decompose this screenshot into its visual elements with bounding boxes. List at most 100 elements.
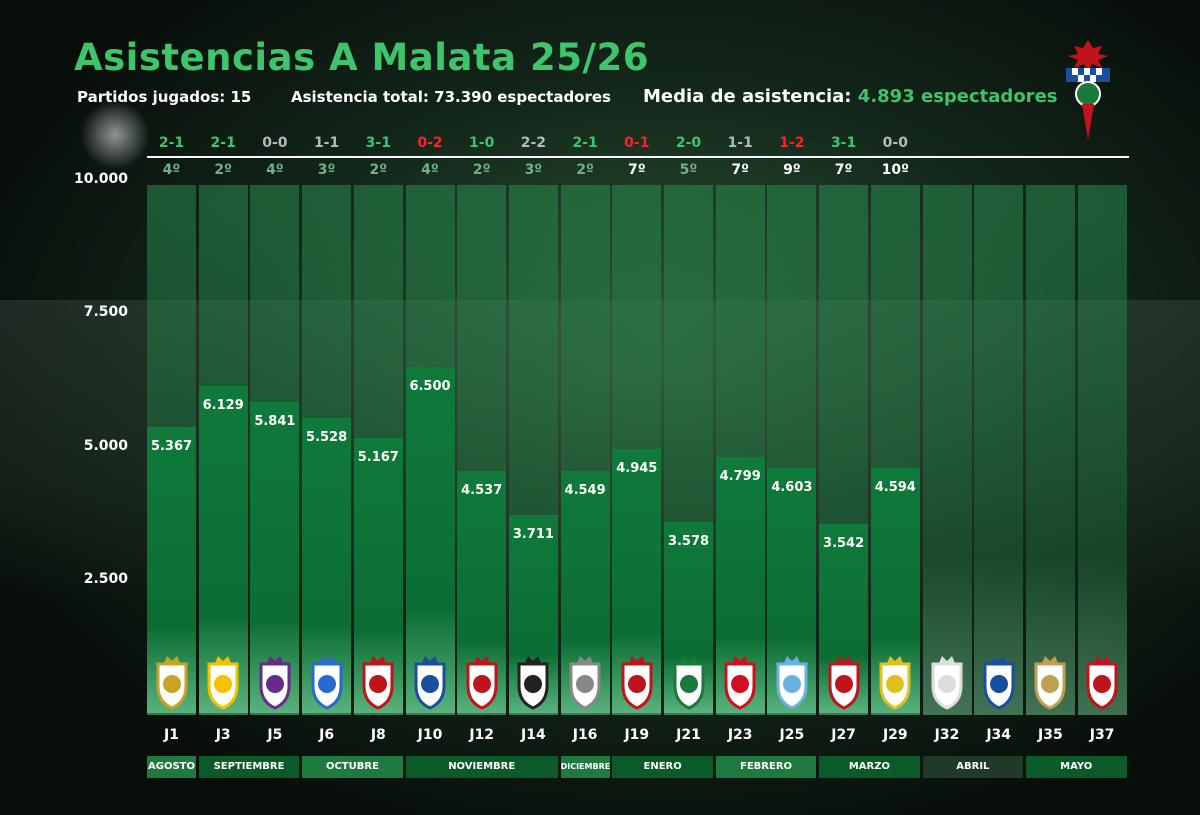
- round-label: J35: [1038, 727, 1063, 743]
- data-label: 5.167: [357, 449, 399, 465]
- round-label: J19: [624, 727, 650, 743]
- column-background: [1077, 185, 1127, 715]
- month-label: OCTUBRE: [302, 756, 403, 778]
- opponent-badge-icon: [983, 656, 1015, 710]
- match-result: 2-1: [572, 135, 598, 151]
- opponent-badge-icon: [259, 656, 291, 710]
- opponent-badge-icon: [673, 656, 704, 710]
- data-label: 6.500: [409, 378, 451, 394]
- match-result: 1-0: [469, 135, 495, 151]
- opponent-badge-icon: [879, 656, 911, 710]
- opponent-badge-icon: [311, 656, 343, 710]
- league-position: 10º: [881, 162, 909, 178]
- match-result: 1-2: [779, 135, 805, 151]
- data-label: 4.549: [564, 482, 606, 498]
- round-label: J1: [164, 727, 179, 743]
- league-position: 2º: [214, 162, 232, 178]
- data-label: 3.578: [667, 534, 710, 550]
- match-result: 1-1: [313, 135, 340, 151]
- month-label: ENERO: [612, 756, 713, 778]
- match-result: 3-1: [365, 135, 391, 151]
- opponent-badge-icon: [931, 656, 963, 710]
- average-value: 4.893 espectadores: [857, 86, 1058, 107]
- round-label: J25: [779, 727, 805, 743]
- data-label: 6.129: [202, 398, 244, 414]
- column-background: [1025, 185, 1075, 715]
- column-background: [974, 185, 1024, 715]
- league-position: 4º: [266, 162, 284, 178]
- opponent-badge-icon: [414, 656, 446, 710]
- round-label: J21: [676, 727, 701, 743]
- match-result: 2-1: [158, 135, 185, 151]
- round-label: J27: [831, 727, 856, 743]
- opponent-badge-icon: [724, 656, 756, 710]
- header-divider: [147, 156, 1129, 158]
- round-label: J3: [215, 727, 231, 743]
- opponent-badge-icon: [156, 656, 187, 710]
- round-label: J23: [727, 727, 753, 743]
- opponent-badge-icon: [1034, 656, 1066, 710]
- league-position: 3º: [524, 162, 543, 178]
- data-label: 4.945: [616, 461, 658, 477]
- match-result: 0-2: [417, 135, 443, 151]
- data-label: 3.711: [512, 527, 554, 543]
- month-label: MARZO: [819, 756, 920, 778]
- round-label: J14: [521, 727, 546, 743]
- average-label: Media de asistencia:: [643, 86, 852, 107]
- round-label: J32: [934, 727, 960, 743]
- round-label: J37: [1089, 727, 1115, 743]
- month-label: FEBRERO: [715, 756, 817, 778]
- round-label: J16: [572, 727, 598, 743]
- opponent-badge-icon: [517, 656, 549, 710]
- league-position: 2º: [369, 162, 388, 178]
- match-result: 0-1: [624, 135, 650, 151]
- match-result: 2-0: [675, 135, 702, 151]
- data-label: 3.542: [823, 536, 865, 552]
- league-position: 2º: [576, 162, 594, 178]
- chart-title: Asistencias A Malata 25/26: [74, 36, 649, 79]
- league-position: 2º: [472, 162, 491, 178]
- round-label: J6: [319, 727, 335, 743]
- y-tick-label: 2.500: [83, 570, 128, 587]
- opponent-badge-icon: [207, 656, 239, 710]
- opponent-badge-icon: [362, 656, 394, 710]
- opponent-badge-icon: [569, 656, 601, 710]
- floodlight: [80, 100, 150, 170]
- league-position: 7º: [627, 162, 646, 178]
- opponent-badge-icon: [466, 656, 498, 710]
- bar-j3: [198, 386, 248, 713]
- league-position: 5º: [679, 162, 698, 178]
- data-label: 4.537: [461, 483, 503, 499]
- month-label: NOVIEMBRE: [405, 756, 558, 778]
- matches-played: Partidos jugados: 15: [77, 88, 252, 106]
- league-position: 3º: [317, 162, 336, 178]
- club-crest-icon: [1066, 40, 1110, 140]
- bar-j10: [405, 366, 455, 713]
- y-tick-label: 7.500: [83, 304, 128, 321]
- round-label: J8: [370, 727, 386, 743]
- league-position: 4º: [162, 162, 181, 178]
- month-label: MAYO: [1025, 756, 1127, 778]
- opponent-badge-icon: [1086, 656, 1118, 710]
- data-label: 5.367: [150, 438, 193, 454]
- average-attendance: Media de asistencia: 4.893 espectadores: [643, 86, 1057, 107]
- month-label: ABRIL: [922, 756, 1024, 778]
- league-position: 7º: [731, 162, 749, 178]
- data-label: 5.841: [254, 413, 296, 429]
- league-position: 7º: [834, 162, 853, 178]
- opponent-badge-icon: [828, 656, 860, 710]
- opponent-badge-icon: [621, 656, 653, 710]
- match-result: 2-1: [210, 135, 236, 151]
- league-position: 4º: [421, 162, 439, 178]
- opponent-badge-icon: [776, 656, 808, 710]
- month-label: DICIEMBRE: [560, 756, 610, 778]
- data-label: 4.799: [719, 469, 761, 485]
- match-result: 1-1: [727, 135, 753, 151]
- round-label: J29: [882, 727, 908, 743]
- round-label: J34: [986, 727, 1012, 743]
- match-result: 0-0: [262, 135, 288, 151]
- data-label: 4.603: [771, 479, 813, 495]
- match-result: 2-2: [520, 135, 547, 151]
- match-result: 3-1: [830, 135, 857, 151]
- month-label: SEPTIEMBRE: [198, 756, 300, 778]
